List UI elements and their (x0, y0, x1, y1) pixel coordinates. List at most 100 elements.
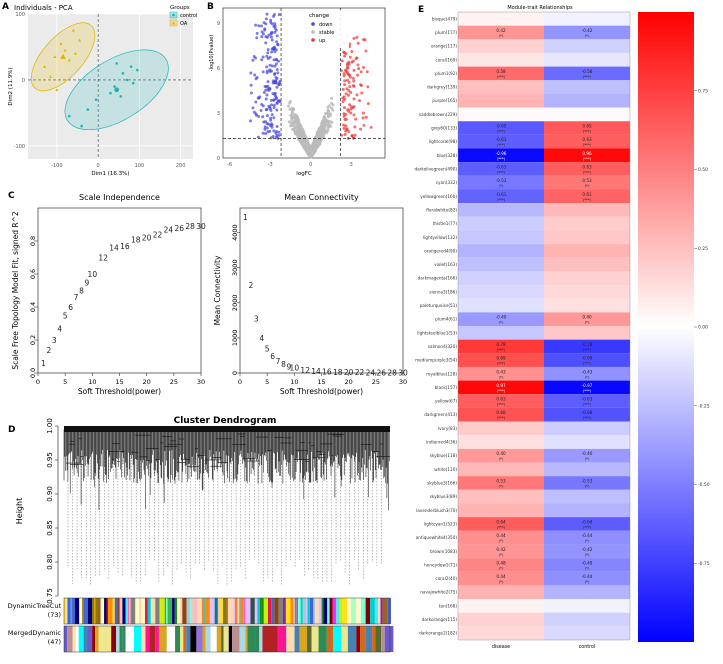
legend-label-stable: stable (319, 30, 334, 36)
volcano-point-stable (329, 113, 333, 117)
dynamic-tree-cut-segment (202, 598, 205, 624)
merged-dynamic-segment (111, 626, 117, 652)
cell-disease (458, 230, 544, 245)
cell-value-control: 0.96 (582, 151, 592, 156)
cell-control (544, 52, 630, 67)
power-label-scale-independence: 24 (164, 225, 174, 234)
power-label-mean-connectivity: 24 (366, 368, 376, 377)
dynamic-tree-cut-segment (114, 598, 118, 624)
volcano-point-down (260, 35, 264, 39)
cell-pvalue-disease: (*) (499, 456, 504, 461)
panel-letter-a: A (2, 2, 9, 12)
volcano-point-up (342, 126, 346, 130)
y-tick-label: 6 (217, 66, 220, 72)
volcano-point-down (277, 13, 281, 17)
volcano-point-down (266, 51, 270, 55)
volcano-point-down (268, 87, 272, 91)
cell-pvalue-disease: (***) (497, 74, 506, 79)
cell-control (544, 558, 630, 572)
dynamic-tree-cut-segment (64, 598, 66, 624)
merged-dynamic-segment (180, 626, 184, 652)
cell-control (544, 394, 630, 408)
dynamic-tree-cut-segment (220, 598, 224, 624)
module-label: blue(328) (437, 153, 458, 158)
panel-e: E Module-trait Relationships bisque(479) pl… (410, 0, 723, 660)
volcano-point-stable (323, 129, 327, 133)
cell-control (544, 489, 630, 504)
volcano-chart: B -6 -3 0 3 0 3 6 9 logFC -log10(Pvalue) change down… (207, 2, 386, 177)
volcano-point-stable (321, 119, 325, 123)
legend-label-oa: OA (180, 21, 188, 27)
volcano-point-up (344, 113, 348, 117)
volcano-point-down (275, 101, 279, 105)
x-tick-label-mean-connectivity: 5 (265, 378, 269, 386)
volcano-point-stable (322, 121, 326, 125)
pca-point-control (115, 62, 118, 65)
dendrogram-title: Cluster Dendrogram (174, 416, 277, 426)
volcano-point-up (348, 55, 352, 59)
cell-value-disease: -0.63 (496, 137, 507, 142)
cell-pvalue-control: (***) (583, 361, 592, 366)
volcano-point-down (273, 30, 277, 34)
volcano-point-down (264, 22, 268, 26)
volcano-point-down (261, 115, 265, 119)
x-tick-label-mean-connectivity: 25 (372, 378, 380, 386)
volcano-point-down (273, 22, 277, 26)
power-label-mean-connectivity: 26 (376, 368, 386, 377)
cell-pvalue-disease: (*) (499, 33, 504, 38)
dynamic-tree-cut-segment (387, 598, 391, 624)
legend-marker-control (172, 13, 175, 17)
cell-pvalue-control: (*) (585, 320, 590, 325)
volcano-point-up (344, 92, 348, 96)
colorbar-tick-label: 0.00 (698, 325, 708, 331)
cell-value-disease: 0.42 (496, 28, 506, 33)
volcano-point-up (359, 70, 363, 74)
x-tick-label: 200 (176, 163, 186, 169)
cell-pvalue-disease: (***) (497, 415, 506, 420)
dynamic-tree-cut-segment (83, 598, 88, 624)
cell-pvalue-disease: (***) (497, 402, 506, 407)
dynamic-tree-cut-segment (351, 598, 356, 624)
dynamic-tree-cut-segment (214, 598, 218, 624)
cell-pvalue-control: (*) (585, 374, 590, 379)
volcano-point-down (272, 103, 276, 107)
power-label-scale-independence: 3 (52, 336, 57, 345)
volcano-point-down (264, 97, 268, 101)
merged-dynamic-segment (375, 626, 382, 652)
cell-value-disease: 0.53 (496, 479, 506, 484)
cell-control (544, 435, 630, 449)
volcano-point-down (249, 119, 253, 123)
merged-dynamic-segment (119, 626, 123, 652)
cell-pvalue-disease: (*) (499, 374, 504, 379)
module-label: honeydew1(71) (424, 562, 457, 567)
volcano-point-down (253, 73, 257, 77)
dynamic-tree-cut-segment (92, 598, 95, 624)
merged-dynamic-segment (307, 626, 312, 652)
volcano-point-up (352, 113, 356, 117)
dynamic-tree-cut-segment (315, 598, 319, 624)
volcano-point-up (365, 70, 369, 74)
volcano-point-down (276, 71, 280, 75)
volcano-point-up (359, 127, 363, 131)
x-axis-label: Dim1 (16.3%) (91, 171, 129, 177)
cell-pvalue-disease: (*) (499, 484, 504, 489)
cell-pvalue-control: (*) (585, 183, 590, 188)
column-label-disease: disease (492, 644, 510, 650)
cell-control (544, 585, 630, 600)
dynamic-tree-cut-segment (100, 598, 105, 624)
panel-d: D Cluster Dendrogram 0.75 0.80 0.85 0.90 0.95 1… (0, 414, 410, 660)
cell-control (544, 39, 630, 53)
merged-dynamic-segment (270, 626, 278, 652)
y-axis-label: Height (15, 498, 24, 524)
module-label: ivory(83) (438, 426, 457, 431)
volcano-point-down (268, 129, 272, 133)
power-label-scale-independence: 7 (74, 293, 79, 302)
volcano-point-up (356, 41, 360, 45)
cell-disease (458, 271, 544, 286)
volcano-point-up (353, 125, 357, 129)
dynamic-tree-cut-segment (263, 598, 268, 624)
cell-pvalue-disease: (*) (499, 565, 504, 570)
legend-title: change (309, 13, 330, 19)
power-label-scale-independence: 26 (174, 224, 184, 233)
volcano-point-down (269, 35, 273, 39)
